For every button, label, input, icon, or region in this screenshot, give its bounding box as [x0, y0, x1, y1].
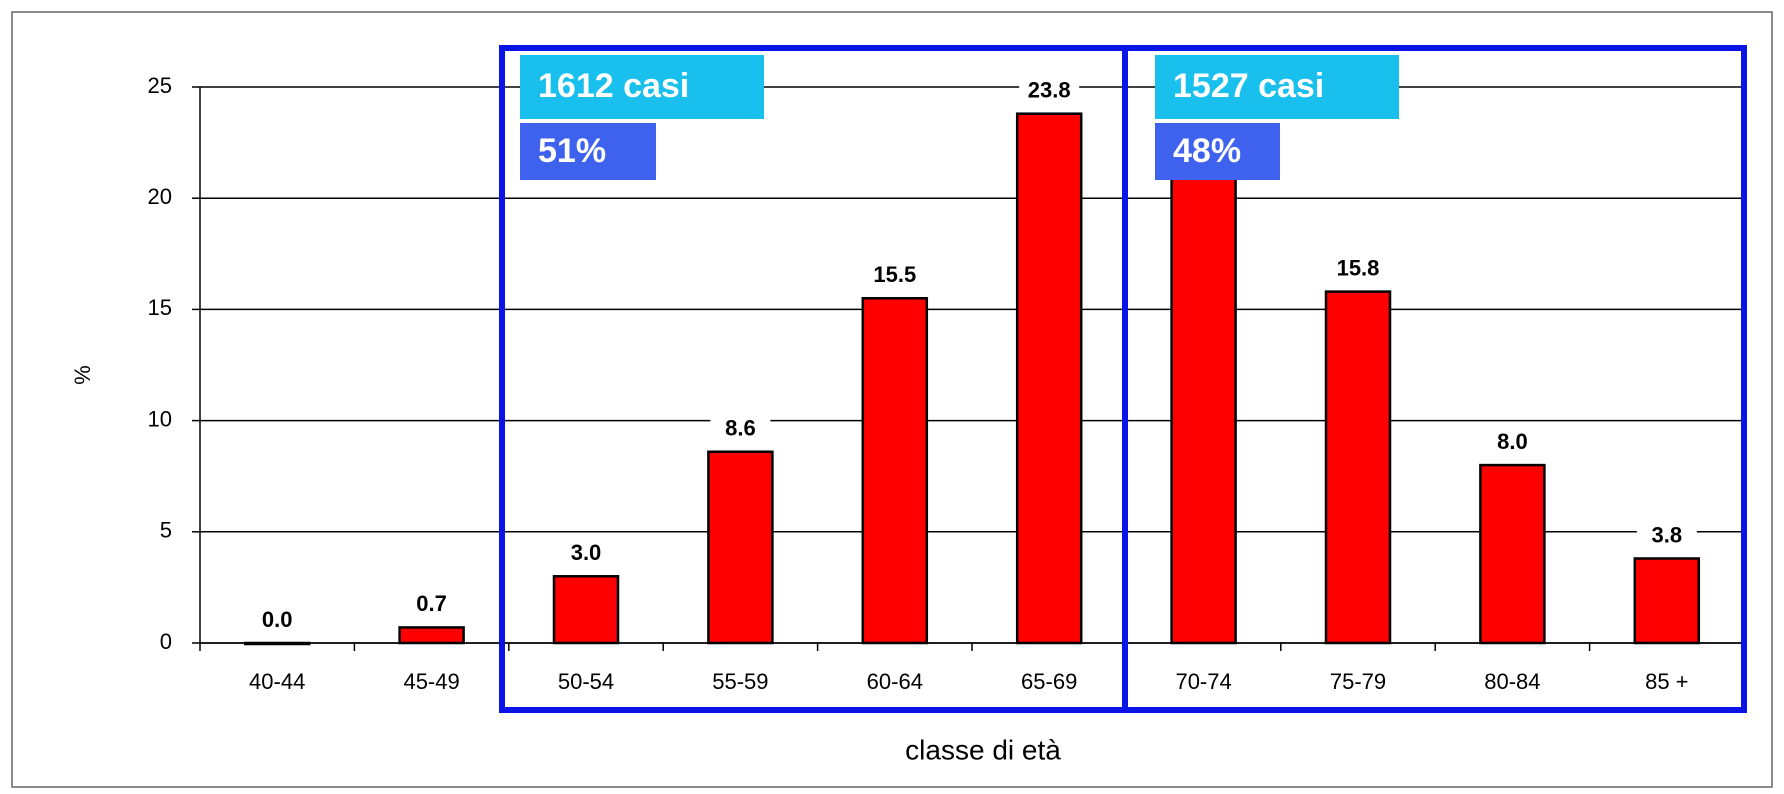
cases-label: 1612 casi	[538, 67, 689, 105]
bar	[1015, 112, 1083, 645]
bar	[861, 297, 929, 645]
x-tick-label: 60-64	[867, 669, 923, 694]
cases-box	[1155, 55, 1399, 119]
value-label-bg	[1019, 77, 1080, 106]
value-label-bg	[1636, 522, 1697, 551]
value-label: 3.0	[571, 540, 602, 565]
x-tick-label: 80-84	[1484, 669, 1540, 694]
x-tick-label: 85 +	[1645, 669, 1688, 694]
x-tick-label: 65-69	[1021, 669, 1077, 694]
value-label-bg	[1328, 255, 1388, 284]
value-label: 8.0	[1497, 429, 1528, 454]
share-box	[520, 123, 656, 180]
value-label-bg	[1482, 429, 1543, 458]
cases-box	[520, 55, 764, 119]
value-label: 15.5	[873, 262, 916, 287]
value-label-bg	[556, 540, 616, 569]
y-tick-label: 0	[160, 629, 172, 654]
value-label-bg	[864, 262, 925, 291]
value-label: 0.7	[416, 591, 447, 616]
bar	[1170, 176, 1237, 645]
y-axis-label: %	[70, 365, 95, 385]
x-axis-label: classe di età	[905, 734, 1061, 765]
value-label-bg	[710, 415, 771, 444]
value-label-bg	[401, 591, 462, 620]
bar	[1633, 557, 1701, 645]
x-tick-label: 55-59	[712, 669, 768, 694]
y-tick-label: 10	[148, 406, 172, 431]
bar	[552, 575, 620, 645]
bar	[1479, 463, 1546, 645]
y-tick-label: 20	[148, 184, 172, 209]
bar	[707, 450, 774, 645]
group-box	[1122, 45, 1747, 713]
y-tick-label: 15	[148, 295, 172, 320]
cases-label: 1527 casi	[1173, 67, 1324, 105]
share-box	[1155, 123, 1280, 180]
value-label: 3.8	[1652, 522, 1683, 547]
frame	[11, 11, 1773, 788]
x-tick-label: 75-79	[1330, 669, 1386, 694]
y-tick-label: 25	[148, 73, 172, 98]
bar	[243, 641, 311, 646]
x-tick-label: 70-74	[1175, 669, 1231, 694]
share-label: 51%	[538, 132, 606, 170]
share-label: 48%	[1173, 132, 1241, 170]
value-label-bg	[247, 607, 308, 635]
x-tick-label: 40-44	[249, 669, 305, 694]
y-tick-label: 5	[160, 518, 172, 543]
bar	[398, 626, 465, 645]
value-label: 8.6	[725, 416, 756, 441]
value-label: 23.8	[1028, 78, 1071, 103]
x-tick-label: 45-49	[403, 669, 459, 694]
bar	[1324, 290, 1392, 645]
value-label: 0.0	[262, 607, 293, 632]
x-tick-label: 50-54	[558, 669, 614, 694]
value-label: 15.8	[1337, 255, 1380, 280]
